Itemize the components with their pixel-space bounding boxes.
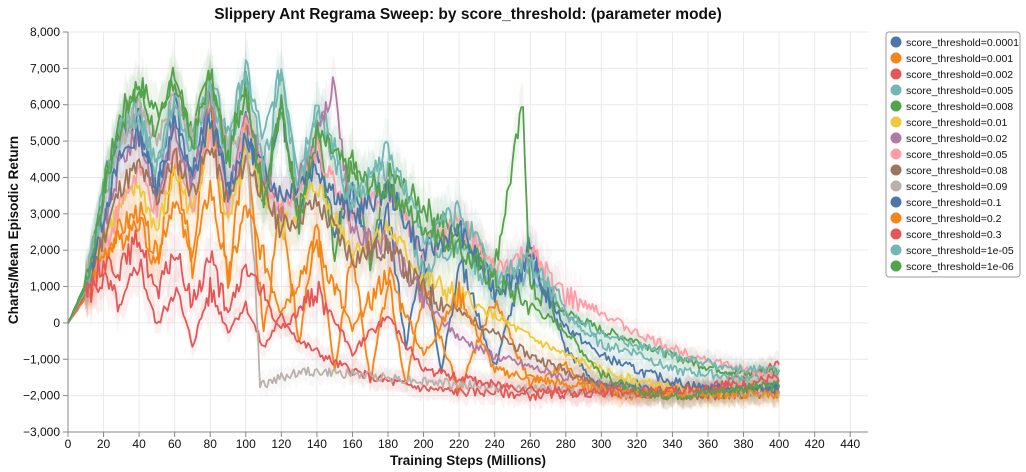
x-tick-label: 0 <box>65 437 72 451</box>
legend-label: score_threshold=0.08 <box>906 165 1007 177</box>
series-line <box>67 71 780 375</box>
legend-swatch <box>890 68 902 80</box>
y-tick-label: 1,000 <box>30 280 60 294</box>
series-band <box>68 49 780 385</box>
legend-swatch <box>890 84 902 96</box>
x-axis-title: Training Steps (Millions) <box>390 453 546 468</box>
legend-label: score_threshold=0.02 <box>906 133 1007 145</box>
series-line <box>67 66 780 377</box>
y-tick-label: −2,000 <box>23 389 60 403</box>
x-tick-label: 280 <box>556 437 576 451</box>
legend-swatch <box>890 116 902 128</box>
x-tick-label: 80 <box>204 437 218 451</box>
legend-swatch <box>890 164 902 176</box>
legend-swatch <box>890 260 902 272</box>
series-band <box>68 62 780 407</box>
series-line <box>67 229 780 398</box>
legend-label: score_threshold=0.008 <box>906 101 1013 113</box>
legend-label: score_threshold=0.3 <box>906 229 1002 241</box>
y-tick-label: 5,000 <box>30 134 60 148</box>
x-tick-label: 200 <box>414 437 434 451</box>
legend-swatch <box>890 196 902 208</box>
series-line <box>67 117 780 382</box>
x-tick-label: 240 <box>485 437 505 451</box>
x-tick-label: 340 <box>662 437 682 451</box>
series-band <box>68 45 780 411</box>
x-tick-label: 140 <box>307 437 327 451</box>
x-tick-label: 380 <box>734 437 754 451</box>
legend: score_threshold=0.0001 score_threshold=0.… <box>885 31 1021 278</box>
x-tick-label: 440 <box>840 437 860 451</box>
legend-swatch <box>890 212 902 224</box>
y-tick-label: 0 <box>53 316 60 330</box>
x-tick-label: 220 <box>449 437 469 451</box>
y-tick-label: 2,000 <box>30 243 60 257</box>
x-tick-label: 400 <box>769 437 789 451</box>
legend-swatch <box>890 228 902 240</box>
legend-label: score_threshold=0.002 <box>906 69 1013 81</box>
series-band <box>68 206 780 408</box>
x-tick-label: 300 <box>591 437 611 451</box>
x-tick-label: 180 <box>378 437 398 451</box>
y-tick-label: −3,000 <box>23 425 60 439</box>
legend-swatch <box>890 244 902 256</box>
legend-swatch <box>890 52 902 64</box>
x-tick-label: 120 <box>271 437 291 451</box>
series-lines <box>67 59 780 402</box>
series-line <box>67 68 780 401</box>
legend-label: score_threshold=0.09 <box>906 181 1007 193</box>
legend-swatch <box>890 36 902 48</box>
legend-swatch <box>890 132 902 144</box>
legend-box <box>885 31 1021 278</box>
series-line <box>67 113 780 394</box>
x-tick-label: 40 <box>132 437 146 451</box>
legend-label: score_threshold=0.2 <box>906 213 1002 225</box>
legend-label: score_threshold=0.1 <box>906 197 1002 209</box>
series-line <box>67 59 780 383</box>
legend-label: score_threshold=1e-06 <box>906 261 1014 273</box>
x-tick-label: 20 <box>97 437 111 451</box>
y-tick-label: 3,000 <box>30 207 60 221</box>
x-tick-label: 420 <box>805 437 825 451</box>
series-band <box>68 44 780 387</box>
legend-swatch <box>890 148 902 160</box>
legend-swatch <box>890 180 902 192</box>
legend-label: score_threshold=0.005 <box>906 85 1013 97</box>
legend-swatch <box>890 100 902 112</box>
legend-label: score_threshold=0.001 <box>906 53 1013 65</box>
x-tick-label: 320 <box>627 437 647 451</box>
y-tick-label: 7,000 <box>30 61 60 75</box>
y-tick-label: −1,000 <box>23 352 60 366</box>
legend-label: score_threshold=0.01 <box>906 117 1007 129</box>
x-tick-label: 60 <box>168 437 182 451</box>
y-tick-label: 8,000 <box>30 25 60 39</box>
legend-label: score_threshold=0.0001 <box>906 37 1019 49</box>
series-band <box>68 90 780 404</box>
y-tick-label: 4,000 <box>30 170 60 184</box>
legend-label: score_threshold=0.05 <box>906 149 1007 161</box>
x-tick-label: 160 <box>342 437 362 451</box>
x-tick-label: 360 <box>698 437 718 451</box>
y-axis-title: Charts/Mean Episodic Return <box>6 136 21 324</box>
x-tick-label: 100 <box>236 437 256 451</box>
legend-label: score_threshold=1e-05 <box>906 245 1014 257</box>
series-band <box>68 157 780 410</box>
y-tick-label: 6,000 <box>30 98 60 112</box>
axes: 0 20 40 60 80 100 120 140 160 180 200 220 240 260 280 3… <box>23 25 868 451</box>
chart-title: Slippery Ant Regrama Sweep: by score_thr… <box>214 6 722 23</box>
x-tick-label: 260 <box>520 437 540 451</box>
